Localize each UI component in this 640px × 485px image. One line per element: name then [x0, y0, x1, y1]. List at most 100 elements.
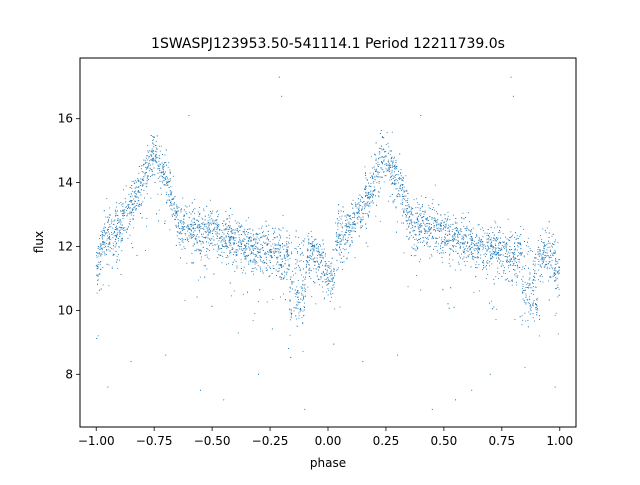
data-point [401, 189, 403, 191]
data-point [272, 243, 274, 245]
data-point [502, 242, 504, 244]
data-point [278, 270, 280, 272]
data-point [255, 242, 257, 244]
data-point [224, 240, 226, 242]
data-point [115, 213, 117, 215]
data-point [117, 253, 119, 255]
data-point [97, 246, 99, 247]
data-point [507, 261, 509, 263]
data-point [147, 151, 149, 153]
data-point [217, 216, 219, 218]
data-point [414, 222, 416, 224]
data-point [153, 167, 155, 169]
data-point [486, 250, 488, 252]
data-point [387, 159, 389, 161]
data-point [146, 218, 148, 219]
data-point [259, 289, 261, 291]
data-point [436, 238, 438, 239]
data-point [523, 301, 525, 303]
data-point [423, 228, 425, 230]
data-point [433, 225, 435, 227]
data-point [230, 244, 232, 246]
data-point [492, 249, 494, 251]
data-point [237, 221, 239, 223]
data-point [187, 224, 189, 226]
data-point [137, 197, 139, 199]
data-point [135, 205, 137, 207]
data-point [469, 245, 471, 247]
data-point [158, 166, 160, 167]
data-point [426, 230, 428, 232]
data-point [461, 237, 463, 239]
data-point [401, 179, 403, 181]
data-point [117, 267, 119, 269]
data-point [549, 250, 551, 252]
data-point [444, 242, 446, 244]
data-point [286, 248, 287, 250]
data-point [378, 181, 380, 182]
data-point [498, 273, 500, 274]
data-point [115, 244, 117, 246]
data-point [381, 162, 383, 164]
data-point [480, 257, 481, 259]
data-point [288, 265, 290, 267]
data-point [302, 240, 304, 242]
data-point [97, 247, 99, 249]
data-point [177, 205, 179, 207]
data-point [317, 278, 319, 280]
data-point [200, 243, 202, 245]
data-point [221, 239, 223, 241]
data-point [232, 232, 234, 234]
data-point [369, 185, 371, 187]
data-point [152, 163, 154, 165]
data-point [346, 216, 347, 218]
data-point [530, 250, 532, 252]
data-point [99, 249, 101, 251]
data-point [232, 248, 234, 250]
data-point [302, 322, 303, 324]
data-point [286, 254, 288, 256]
data-point [391, 164, 393, 166]
data-point [466, 241, 468, 243]
data-point [411, 254, 412, 256]
data-point [184, 232, 186, 234]
data-point [145, 162, 147, 164]
data-point [238, 231, 240, 233]
data-point [301, 287, 303, 289]
data-point [284, 255, 286, 257]
data-point [381, 149, 383, 151]
data-point [415, 233, 417, 235]
data-point [261, 247, 263, 249]
data-point [499, 262, 500, 264]
data-point [532, 263, 534, 265]
data-point [263, 262, 265, 264]
data-point [296, 301, 298, 303]
data-point [497, 226, 499, 228]
data-point [152, 173, 154, 175]
data-point [114, 209, 116, 211]
data-point [192, 236, 194, 238]
data-point [96, 268, 98, 270]
data-point [546, 244, 548, 246]
data-point [358, 204, 360, 206]
data-point [354, 230, 356, 232]
data-point [459, 242, 461, 244]
data-point [527, 302, 529, 304]
data-point [517, 254, 519, 256]
data-point [551, 245, 553, 247]
data-point [522, 283, 524, 285]
data-point [291, 251, 293, 253]
data-point [114, 246, 116, 248]
data-point [131, 200, 133, 201]
data-point [378, 182, 380, 184]
data-point [520, 244, 522, 246]
data-point [426, 230, 428, 232]
data-point [543, 251, 545, 253]
data-point [238, 234, 240, 236]
data-point [542, 253, 544, 255]
data-point [242, 249, 244, 251]
data-point [472, 239, 474, 241]
data-point [435, 230, 437, 232]
data-point [122, 237, 123, 239]
data-point [134, 207, 136, 209]
